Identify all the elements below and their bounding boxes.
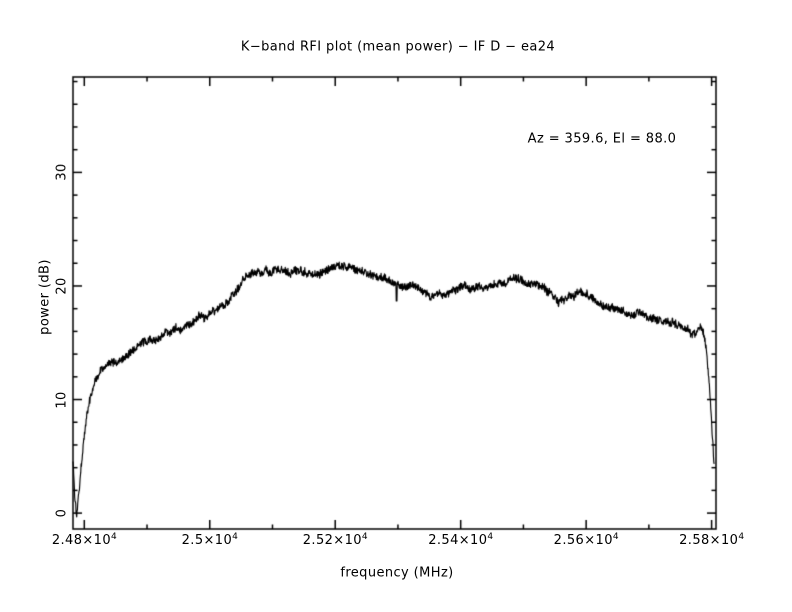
x-axis-title: frequency (MHz) [340, 565, 454, 581]
x-tick-exponent: 4 [232, 532, 238, 542]
x-tick-exponent: 4 [738, 532, 745, 542]
x-tick-exponent: 4 [111, 532, 117, 542]
x-tick-label: 2.5×104 [181, 532, 238, 548]
y-tick-label: 20 [54, 277, 70, 295]
azimuth-elevation-annotation: Az = 359.6, El = 88.0 [527, 131, 677, 147]
x-tick-mantissa: 2.48×10 [51, 533, 112, 548]
y-tick-label: 0 [54, 508, 70, 518]
y-tick-label: 30 [54, 163, 70, 182]
x-tick-mantissa: 2.56×10 [553, 533, 613, 548]
x-tick-label: 2.52×104 [302, 532, 368, 548]
x-tick-label: 2.54×104 [428, 532, 494, 548]
y-tick-label: 10 [54, 390, 70, 409]
y-axis-title: power (dB) [37, 259, 53, 335]
plot-title: K−band RFI plot (mean power) − IF D − ea… [240, 39, 556, 55]
x-tick-mantissa: 2.58×10 [679, 533, 739, 548]
x-tick-exponent: 4 [361, 532, 368, 542]
x-tick-exponent: 4 [487, 532, 494, 542]
x-tick-label: 2.58×104 [679, 532, 745, 548]
x-tick-mantissa: 2.54×10 [428, 533, 488, 548]
x-tick-exponent: 4 [612, 532, 619, 542]
x-tick-label: 2.48×104 [51, 532, 117, 548]
x-tick-mantissa: 2.52×10 [302, 533, 362, 548]
x-tick-label: 2.56×104 [553, 532, 619, 548]
x-tick-mantissa: 2.5×10 [181, 533, 233, 548]
